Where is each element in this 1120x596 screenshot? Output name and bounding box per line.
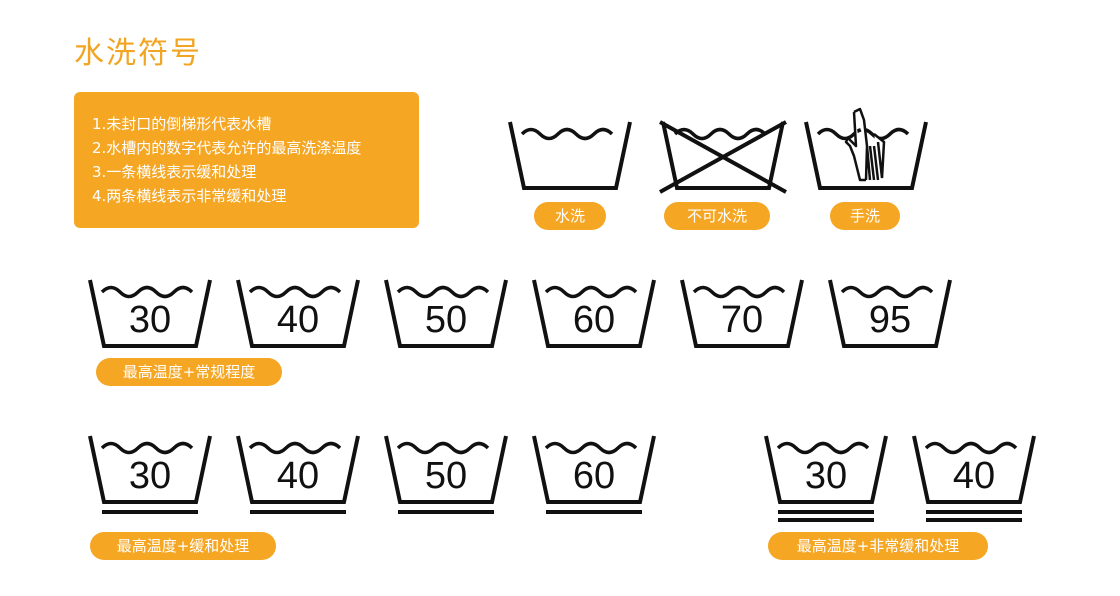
washtub-icon — [508, 118, 632, 192]
wash-temp-tub-icon: 95 — [828, 276, 952, 350]
page-title: 水洗符号 — [74, 36, 202, 71]
hand-wash-label: 手洗 — [830, 202, 900, 230]
wash-temp-tub-icon: 30 — [88, 432, 212, 522]
wash-temp-tub-icon: 60 — [532, 276, 656, 350]
temperature-label: 30 — [804, 455, 848, 497]
temperature-label: 30 — [128, 455, 172, 497]
temperature-label: 50 — [424, 299, 468, 341]
wash-temp-tub-icon: 60 — [532, 432, 656, 522]
temperature-label: 40 — [952, 455, 996, 497]
gentle-row-label: 最高温度+缓和处理 — [90, 532, 276, 560]
temperature-label: 95 — [868, 299, 912, 341]
wash-label: 水洗 — [534, 202, 606, 230]
hand-wash-icon — [804, 106, 928, 192]
temperature-label: 40 — [276, 299, 320, 341]
note-item: 4.两条横线表示非常缓和处理 — [92, 187, 287, 205]
wash-temp-tub-icon: 30 — [764, 432, 888, 530]
very-gentle-row-label: 最高温度+非常缓和处理 — [768, 532, 988, 560]
temperature-label: 30 — [128, 299, 172, 341]
wash-temp-tub-icon: 40 — [236, 276, 360, 350]
note-item: 2.水槽内的数字代表允许的最高洗涤温度 — [92, 139, 362, 157]
temperature-label: 70 — [720, 299, 764, 341]
wash-temp-tub-icon: 40 — [912, 432, 1036, 530]
note-item: 3.一条横线表示缓和处理 — [92, 163, 257, 181]
do-not-wash-label: 不可水洗 — [664, 202, 770, 230]
note-item: 1.未封口的倒梯形代表水槽 — [92, 115, 272, 133]
temperature-label: 40 — [276, 455, 320, 497]
temperature-label: 50 — [424, 455, 468, 497]
wash-temp-tub-icon: 30 — [88, 276, 212, 350]
notes-list: 1.未封口的倒梯形代表水槽 2.水槽内的数字代表允许的最高洗涤温度 3.一条横线… — [92, 112, 361, 208]
temperature-label: 60 — [572, 299, 616, 341]
do-not-wash-icon — [656, 118, 790, 198]
temperature-label: 60 — [572, 455, 616, 497]
wash-temp-tub-icon: 50 — [384, 276, 508, 350]
wash-temp-tub-icon: 70 — [680, 276, 804, 350]
wash-temp-tub-icon: 50 — [384, 432, 508, 522]
wash-temp-tub-icon: 40 — [236, 432, 360, 522]
normal-row-label: 最高温度+常规程度 — [96, 358, 282, 386]
notes-panel: 1.未封口的倒梯形代表水槽 2.水槽内的数字代表允许的最高洗涤温度 3.一条横线… — [74, 92, 419, 228]
